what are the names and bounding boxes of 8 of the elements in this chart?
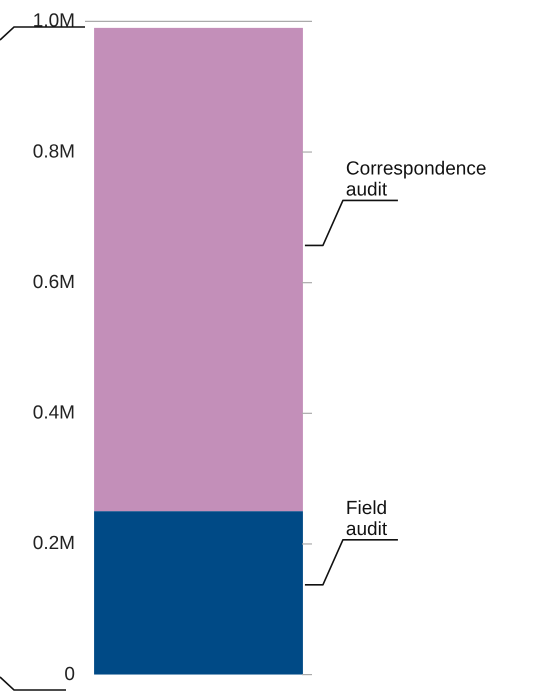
y-tick-label: 0.6M [32,272,75,293]
text: Correspondence audit [346,158,486,200]
y-tick-label: 0.8M [32,141,75,162]
y-tick-label: 0.4M [32,402,75,424]
y-tick-label: 0.2M [32,533,75,554]
y-tick-label: 1.0M [32,10,75,32]
y-tick-label: 0 [64,664,75,685]
text: Field audit [346,498,388,540]
